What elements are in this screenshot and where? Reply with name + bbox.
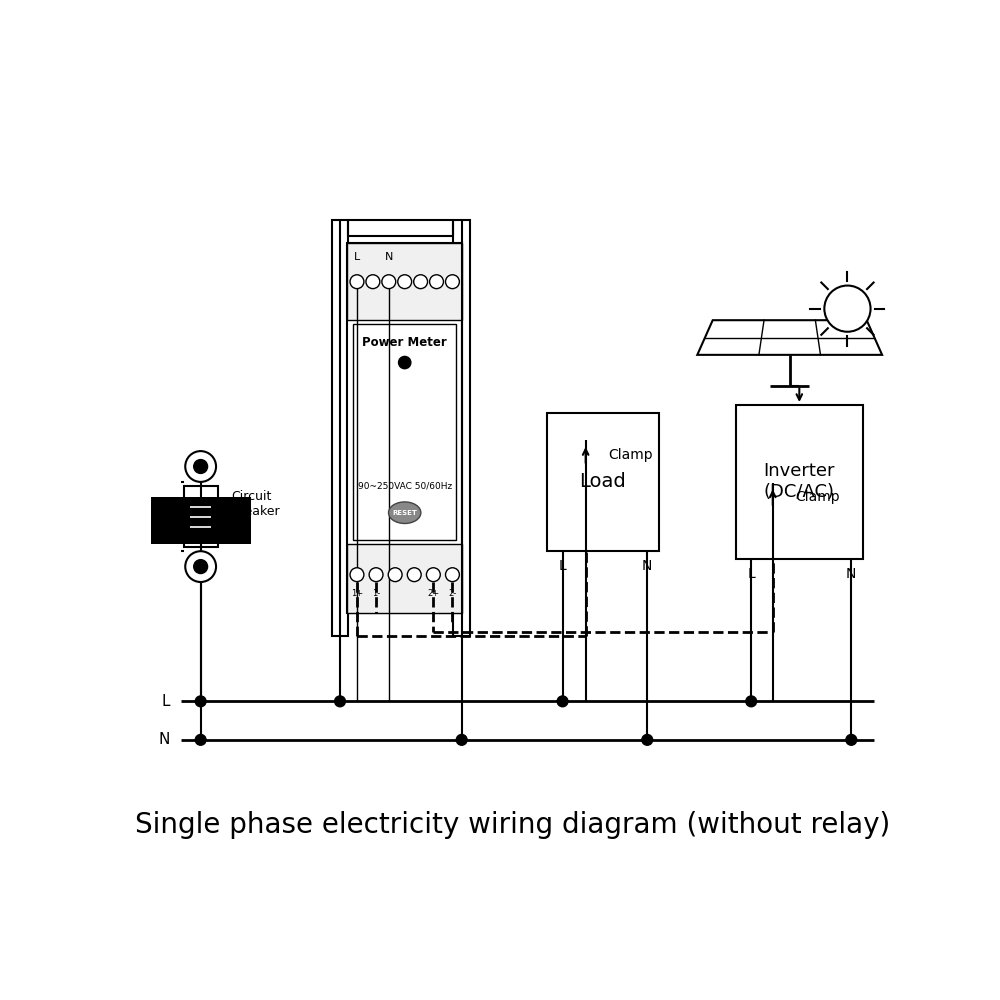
Circle shape (746, 696, 757, 707)
Circle shape (185, 551, 216, 582)
Ellipse shape (389, 502, 421, 523)
Circle shape (369, 568, 383, 582)
Circle shape (846, 734, 857, 745)
Text: 1-: 1- (372, 589, 380, 598)
Text: Clamp: Clamp (795, 490, 840, 504)
Circle shape (414, 275, 428, 289)
Text: Clamp: Clamp (608, 448, 653, 462)
Circle shape (399, 356, 411, 369)
Text: N: N (846, 567, 856, 581)
Bar (736, 405, 863, 559)
Circle shape (446, 275, 459, 289)
Bar (571, 440, 600, 470)
Circle shape (430, 275, 443, 289)
Circle shape (366, 275, 380, 289)
Circle shape (335, 696, 345, 707)
Circle shape (194, 560, 208, 574)
Text: Single phase electricity wiring diagram (without relay): Single phase electricity wiring diagram … (135, 811, 890, 839)
Text: Load: Load (580, 472, 626, 491)
Circle shape (456, 734, 467, 745)
Text: 90~250VAC 50/60Hz: 90~250VAC 50/60Hz (358, 481, 452, 490)
Circle shape (350, 275, 364, 289)
Circle shape (407, 568, 421, 582)
Text: 2-: 2- (448, 589, 457, 598)
Circle shape (195, 734, 206, 745)
Text: Power Meter: Power Meter (362, 336, 447, 349)
Circle shape (195, 696, 206, 707)
Bar (353, 324, 456, 540)
Circle shape (398, 275, 412, 289)
Bar (347, 544, 462, 613)
Circle shape (824, 286, 871, 332)
Circle shape (350, 568, 364, 582)
Circle shape (642, 734, 653, 745)
Circle shape (194, 460, 208, 473)
Text: L: L (747, 567, 755, 581)
Text: RESET: RESET (392, 510, 417, 516)
Text: 1+: 1+ (351, 589, 363, 598)
Circle shape (185, 451, 216, 482)
Bar (332, 220, 348, 636)
Circle shape (382, 275, 396, 289)
Circle shape (557, 696, 568, 707)
Text: N: N (642, 559, 652, 573)
Text: Circuit
Breaker: Circuit Breaker (231, 490, 280, 518)
Bar (347, 243, 462, 320)
Text: N: N (385, 252, 393, 262)
Circle shape (388, 568, 402, 582)
Bar (453, 220, 470, 636)
Text: 2+: 2+ (427, 589, 439, 598)
Bar (547, 413, 659, 551)
Bar (184, 486, 218, 547)
Circle shape (446, 568, 459, 582)
Circle shape (426, 568, 440, 582)
Bar (347, 243, 462, 613)
Text: L: L (161, 694, 170, 709)
Text: L: L (354, 252, 360, 262)
Text: N: N (158, 732, 170, 747)
Bar (758, 483, 787, 512)
Text: Inverter
(DC/AC): Inverter (DC/AC) (764, 462, 835, 501)
Bar (151, 497, 251, 544)
Polygon shape (697, 320, 882, 355)
Text: L: L (559, 559, 566, 573)
